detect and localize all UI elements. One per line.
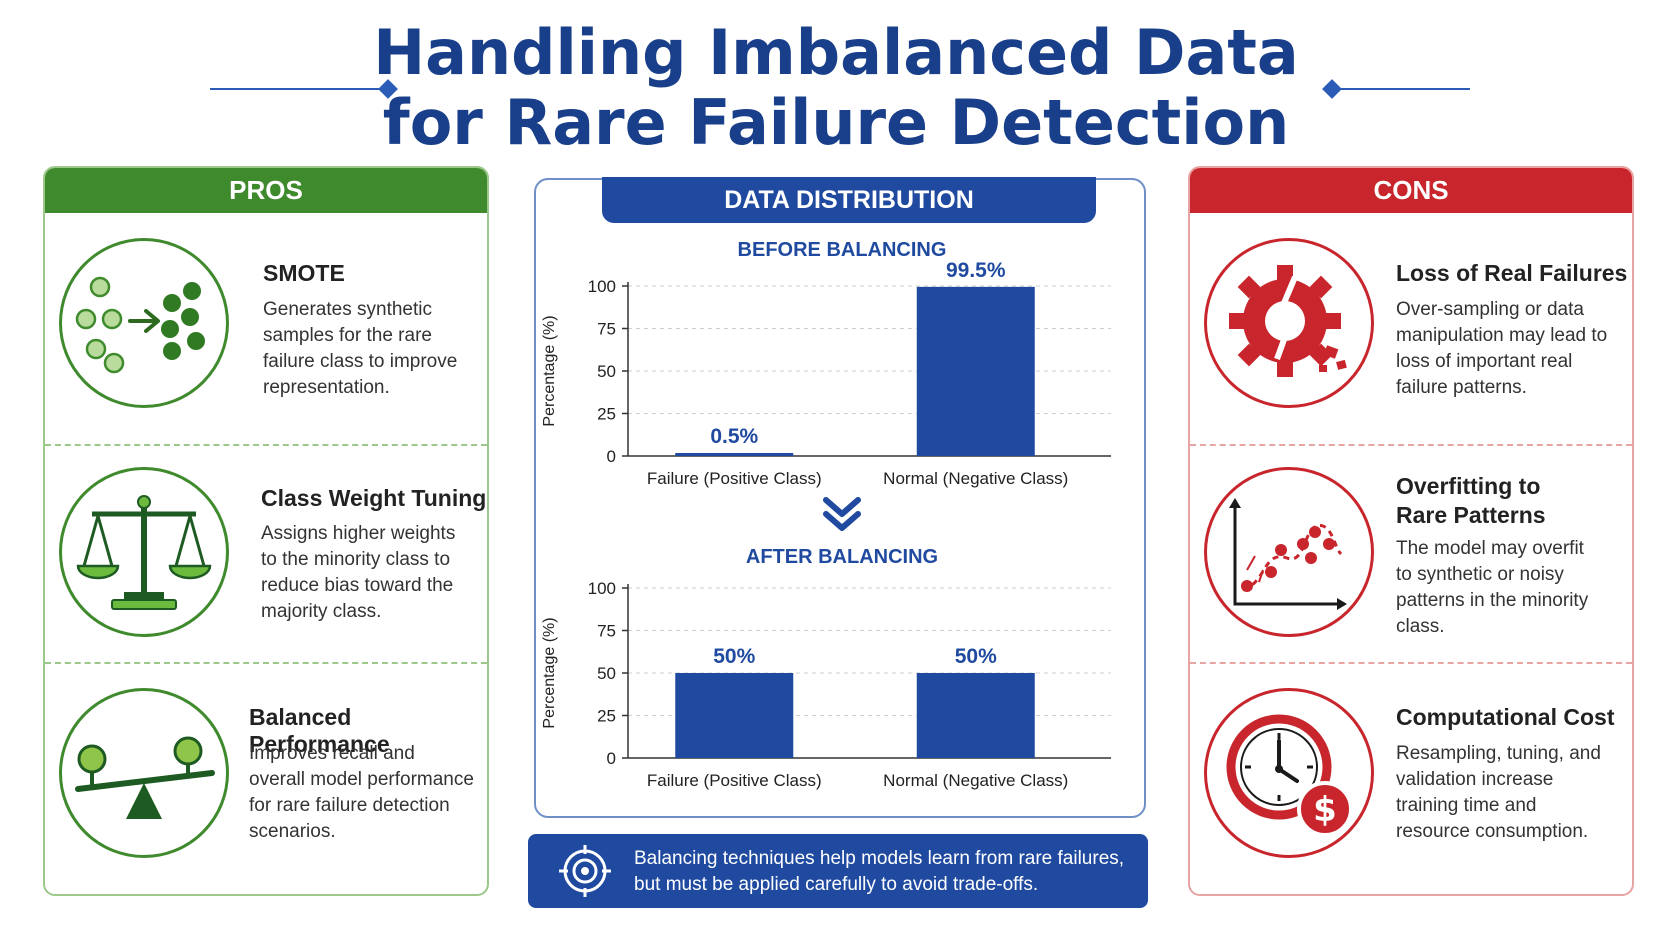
smote-title: SMOTE bbox=[263, 260, 345, 286]
smote-dots-icon bbox=[59, 238, 229, 408]
cons-item-loss-of-failures: Loss of Real Failures Over-sampling or d… bbox=[1190, 213, 1632, 434]
y-tick-label: 0 bbox=[607, 447, 616, 466]
bar bbox=[675, 453, 794, 456]
cons-panel: CONS bbox=[1188, 166, 1634, 896]
title-decoration-right bbox=[1332, 88, 1470, 90]
smote-description: Generates synthetic samples for the rare… bbox=[263, 299, 458, 398]
pros-item-class-weight: Class Weight Tuning Assigns higher weigh… bbox=[45, 445, 487, 663]
seesaw-icon bbox=[59, 688, 229, 858]
bar bbox=[916, 673, 1035, 758]
balanced-performance-title: Balanced Performance bbox=[249, 704, 390, 757]
data-label: 99.5% bbox=[946, 259, 1006, 282]
bar bbox=[916, 286, 1035, 456]
pros-panel: PROS SMOTE Generates synthetic samples f… bbox=[43, 166, 489, 896]
data-label: 50% bbox=[955, 645, 997, 668]
broken-gear-icon bbox=[1204, 238, 1374, 408]
loss-of-failures-description: Over-sampling or data manipulation may l… bbox=[1396, 299, 1608, 398]
class-weight-title: Class Weight Tuning bbox=[261, 485, 487, 511]
x-tick-label: Failure (Positive Class) bbox=[647, 771, 822, 790]
pros-divider bbox=[45, 444, 487, 446]
target-icon bbox=[559, 845, 611, 897]
title-decoration-left bbox=[210, 88, 388, 90]
clock-dollar-icon: $ bbox=[1204, 688, 1374, 858]
chart-title: AFTER BALANCING bbox=[746, 546, 938, 568]
cons-divider bbox=[1190, 662, 1632, 664]
x-tick-label: Failure (Positive Class) bbox=[647, 469, 822, 488]
y-tick-label: 25 bbox=[597, 707, 616, 726]
data-distribution-panel: DATA DISTRIBUTION BEFORE BALANCING 0 25 50 7… bbox=[534, 177, 1146, 818]
overfitting-curve-icon bbox=[1204, 467, 1374, 637]
cons-item-overfitting: Overfitting to Rare Patterns The model m… bbox=[1190, 445, 1632, 663]
summary-note-line-2: but must be applied carefully to avoid t… bbox=[634, 874, 1039, 895]
computational-cost-title: Computational Cost bbox=[1396, 704, 1615, 730]
svg-text:$: $ bbox=[1313, 790, 1337, 830]
summary-note-line-1: Balancing techniques help models learn f… bbox=[634, 848, 1125, 869]
loss-of-failures-title: Loss of Real Failures bbox=[1396, 260, 1628, 286]
chart-title: BEFORE BALANCING bbox=[738, 239, 947, 261]
cons-divider bbox=[1190, 444, 1632, 446]
x-tick-label: Normal (Negative Class) bbox=[883, 469, 1068, 488]
title-line-1: Handling Imbalanced Data bbox=[373, 16, 1299, 89]
data-label: 0.5% bbox=[710, 425, 758, 448]
data-label: 50% bbox=[713, 645, 755, 668]
y-tick-label: 0 bbox=[607, 749, 616, 768]
class-weight-description: Assigns higher weights to the minority c… bbox=[261, 523, 456, 622]
bar bbox=[675, 673, 794, 758]
cons-item-computational-cost: $ Computational Cost Resampling, tuning,… bbox=[1190, 663, 1632, 893]
y-tick-label: 75 bbox=[597, 622, 616, 641]
y-tick-label: 25 bbox=[597, 405, 616, 424]
chevron-down-icon bbox=[823, 497, 861, 517]
y-tick-label: 100 bbox=[588, 277, 616, 296]
pros-item-balanced-performance: Balanced Performance Improves recall and… bbox=[45, 663, 487, 893]
y-axis-label: Percentage (%) bbox=[541, 315, 558, 426]
y-tick-label: 50 bbox=[597, 362, 616, 381]
double-chevron-down-icon bbox=[823, 497, 861, 531]
y-tick-label: 75 bbox=[597, 320, 616, 339]
pros-header: PROS bbox=[45, 168, 487, 213]
y-tick-label: 50 bbox=[597, 664, 616, 683]
summary-note: Balancing techniques help models learn f… bbox=[528, 834, 1148, 908]
y-tick-label: 100 bbox=[588, 579, 616, 598]
page-title: Handling Imbalanced Data for Rare Failur… bbox=[0, 18, 1672, 158]
data-distribution-header: DATA DISTRIBUTION bbox=[602, 177, 1096, 223]
balance-scale-icon bbox=[59, 467, 229, 637]
x-tick-label: Normal (Negative Class) bbox=[883, 771, 1068, 790]
y-axis-label: Percentage (%) bbox=[541, 617, 558, 728]
pros-divider bbox=[45, 662, 487, 664]
overfitting-title: Overfitting to Rare Patterns bbox=[1396, 473, 1546, 528]
chevron-down-icon bbox=[823, 511, 861, 531]
cons-header: CONS bbox=[1190, 168, 1632, 213]
computational-cost-description: Resampling, tuning, and validation incre… bbox=[1396, 743, 1601, 842]
distribution-charts: BEFORE BALANCING 0 25 50 75 100 Percentage (%)… bbox=[541, 239, 1111, 790]
summary-note-text: Balancing techniques help models learn f… bbox=[634, 846, 1134, 898]
title-line-2: for Rare Failure Detection bbox=[382, 86, 1290, 159]
pros-item-smote: SMOTE Generates synthetic samples for th… bbox=[45, 213, 487, 434]
overfitting-description: The model may overfit to synthetic or no… bbox=[1396, 538, 1589, 637]
balanced-performance-description: Improves recall and overall model perfor… bbox=[249, 743, 474, 842]
